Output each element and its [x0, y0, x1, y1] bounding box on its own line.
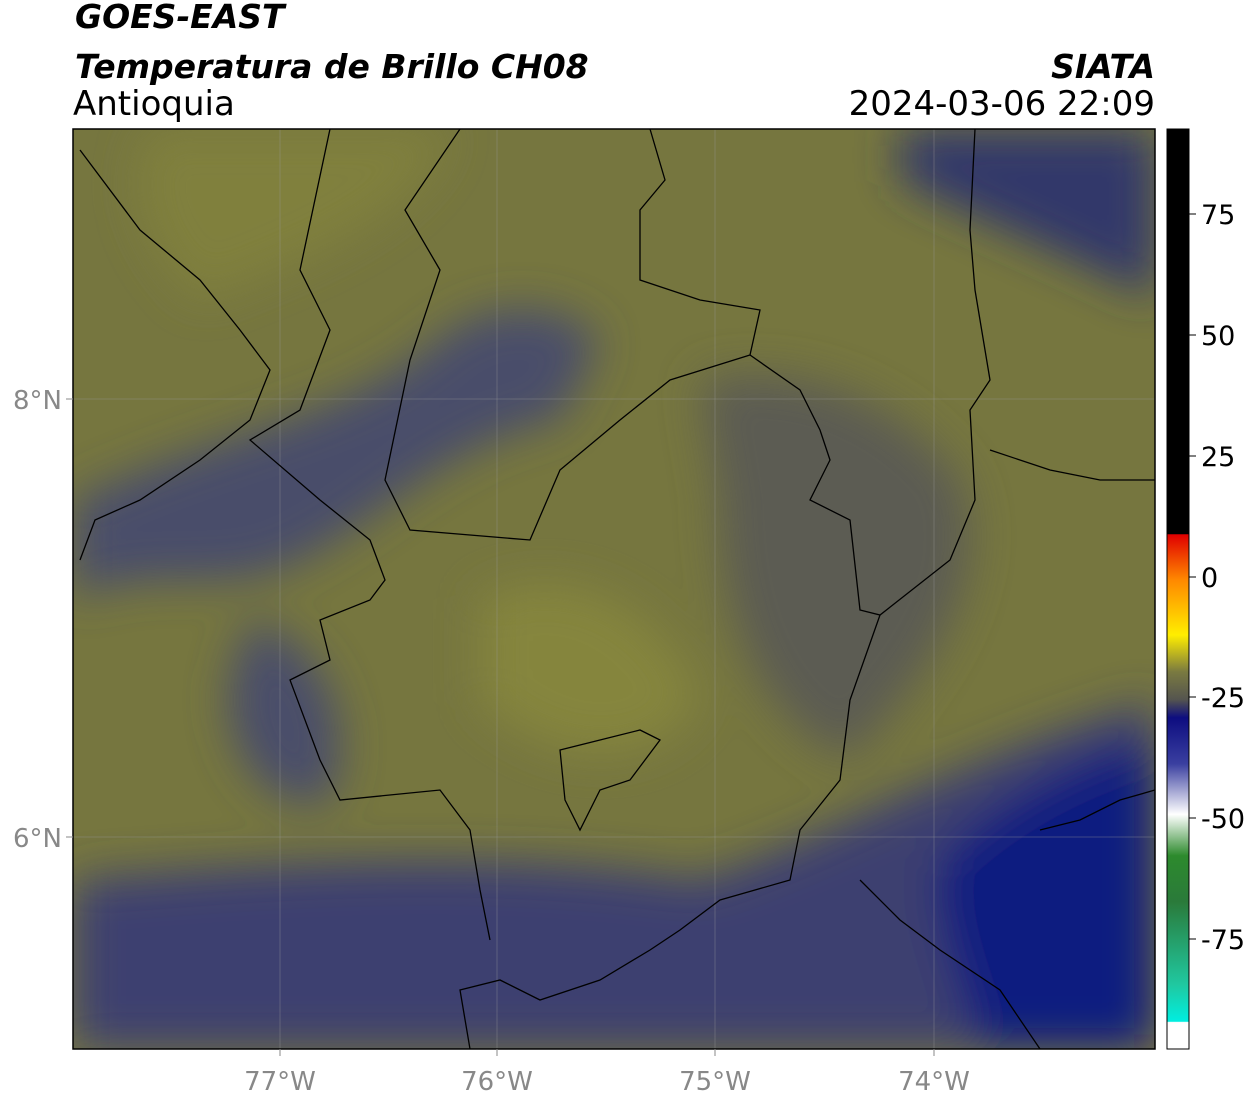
colorbar-label: 0 [1201, 563, 1218, 594]
colorbar-label: 50 [1201, 321, 1235, 352]
colorbar-label: -50 [1201, 804, 1245, 835]
lon-label: 75°W [679, 1067, 751, 1097]
region-label: Antioquia [73, 84, 235, 124]
lon-label: 74°W [898, 1067, 970, 1097]
colorbar-ticks: 75 50 25 0 -25 -50 -75 [1189, 200, 1245, 956]
datetime-label: 2024-03-06 22:09 [849, 84, 1155, 124]
product-title: Temperatura de Brillo CH08 [75, 47, 589, 86]
lon-label: 77°W [244, 1067, 316, 1097]
colorbar-label: -75 [1201, 925, 1245, 956]
source-label: SIATA [1051, 47, 1155, 86]
map-image [73, 129, 1155, 1049]
lat-label: 8°N [13, 386, 62, 416]
longitude-labels: 77°W 76°W 75°W 74°W [244, 1049, 970, 1097]
map-frame [72, 128, 1156, 1050]
colorbar [1166, 128, 1190, 1050]
colorbar-label: -25 [1201, 683, 1245, 714]
lon-label: 76°W [461, 1067, 533, 1097]
satellite-title: GOES-EAST [75, 0, 287, 36]
lat-label: 6°N [13, 824, 62, 854]
colorbar-label: 75 [1201, 200, 1235, 231]
colorbar-label: 25 [1201, 442, 1235, 473]
latitude-labels: 8°N 6°N [13, 386, 73, 854]
